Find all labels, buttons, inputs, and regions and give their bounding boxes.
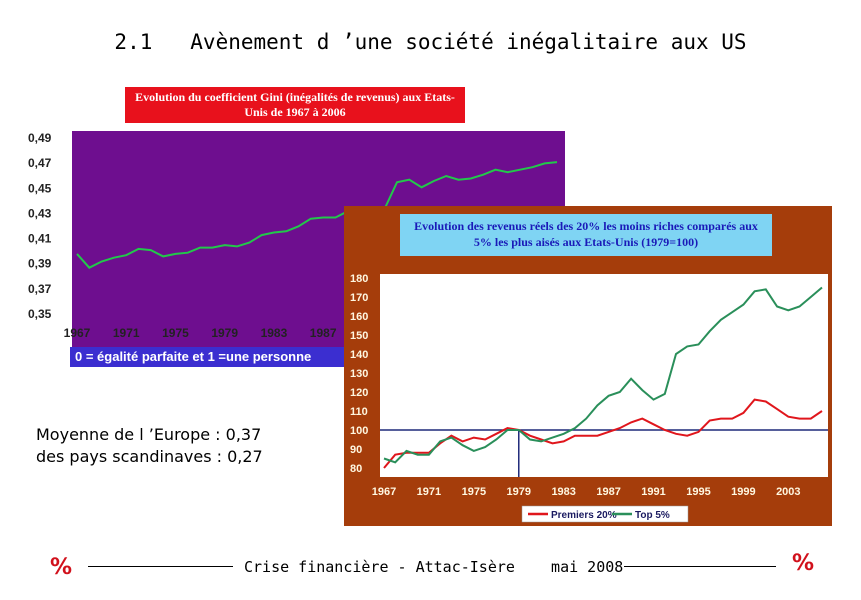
series-line-premiers-20 — [383, 398, 823, 469]
gini-y-tick-label: 0,41 — [28, 232, 52, 246]
footer-right-rule — [624, 566, 776, 567]
income-x-tick-label: 1979 — [507, 486, 531, 498]
income-y-axis: 80 90 100 110 120 130 140 150 160 170 180 — [350, 273, 368, 475]
footer-right-mark: % — [792, 551, 815, 576]
income-x-tick-label: 1983 — [551, 486, 575, 498]
europe-average: Moyenne de l ’Europe : 0,37 — [36, 425, 262, 444]
gini-y-axis: 0,35 0,37 0,39 0,41 0,43 0,45 0,47 0,49 — [28, 131, 52, 321]
income-y-tick-label: 180 — [350, 273, 368, 285]
gini-title-box — [125, 87, 465, 123]
gini-x-tick-label: 1967 — [64, 326, 91, 340]
gini-y-tick-label: 0,47 — [28, 156, 52, 170]
income-x-tick-label: 1987 — [596, 486, 620, 498]
income-title-box — [400, 214, 772, 256]
gini-y-tick-label: 0,43 — [28, 206, 52, 220]
gini-x-tick-label: 1971 — [113, 326, 140, 340]
footer-left-mark: % — [50, 555, 73, 580]
income-x-axis: 1967 1971 1975 1979 1983 1987 1991 1995 1999 2003 — [372, 486, 801, 498]
scandinavian-average: des pays scandinaves : 0,27 — [36, 447, 263, 466]
income-y-tick-label: 110 — [350, 406, 368, 418]
income-y-tick-label: 160 — [350, 311, 368, 323]
income-legend — [521, 505, 689, 523]
income-x-tick-label: 1967 — [372, 486, 396, 498]
legend-label-top-5: Top 5% — [635, 510, 670, 521]
income-x-tick-label: 1999 — [731, 486, 755, 498]
gini-x-tick-label: 1983 — [261, 326, 288, 340]
gini-y-tick-label: 0,45 — [28, 181, 52, 195]
gini-chart-title: Evolution du coefficient Gini (inégalité… — [135, 90, 455, 119]
income-y-tick-label: 120 — [350, 387, 368, 399]
income-y-tick-label: 100 — [350, 425, 368, 437]
income-y-tick-label: 150 — [350, 330, 368, 342]
gini-y-tick-label: 0,37 — [28, 282, 52, 296]
income-x-tick-label: 1995 — [686, 486, 710, 498]
footer-left-rule — [88, 566, 233, 567]
gini-y-tick-label: 0,39 — [28, 257, 52, 271]
income-x-tick-label: 1971 — [417, 486, 441, 498]
gini-x-axis: 1967 1971 1975 1979 1983 1987 — [64, 326, 337, 340]
slide-title: 2.1 Avènement d ’une société inégalitair… — [114, 30, 747, 54]
income-y-tick-label: 90 — [350, 444, 362, 456]
gini-x-tick-label: 1987 — [310, 326, 337, 340]
gini-series-line — [76, 161, 558, 269]
income-y-tick-label: 140 — [350, 349, 368, 361]
income-chart: Evolution des revenus réels des 20% les … — [344, 206, 832, 526]
gini-y-tick-label: 0,49 — [28, 131, 52, 145]
gini-x-tick-label: 1975 — [162, 326, 189, 340]
footer-text: Crise financière - Attac-Isère mai 2008 — [244, 558, 624, 576]
series-line-top-5 — [383, 286, 823, 464]
income-y-tick-label: 170 — [350, 292, 368, 304]
legend-label-premiers-20: Premiers 20% — [551, 510, 617, 521]
income-x-tick-label: 1991 — [641, 486, 665, 498]
income-chart-title: Evolution des revenus réels des 20% les … — [414, 219, 758, 249]
income-x-tick-label: 2003 — [776, 486, 800, 498]
income-plot-area — [380, 274, 828, 477]
gini-y-tick-label: 0,35 — [28, 307, 52, 321]
income-y-tick-label: 80 — [350, 463, 362, 475]
income-y-tick-label: 130 — [350, 368, 368, 380]
income-x-tick-label: 1975 — [462, 486, 486, 498]
gini-footnote: 0 = égalité parfaite et 1 =une personne — [75, 349, 311, 364]
gini-x-tick-label: 1979 — [211, 326, 238, 340]
